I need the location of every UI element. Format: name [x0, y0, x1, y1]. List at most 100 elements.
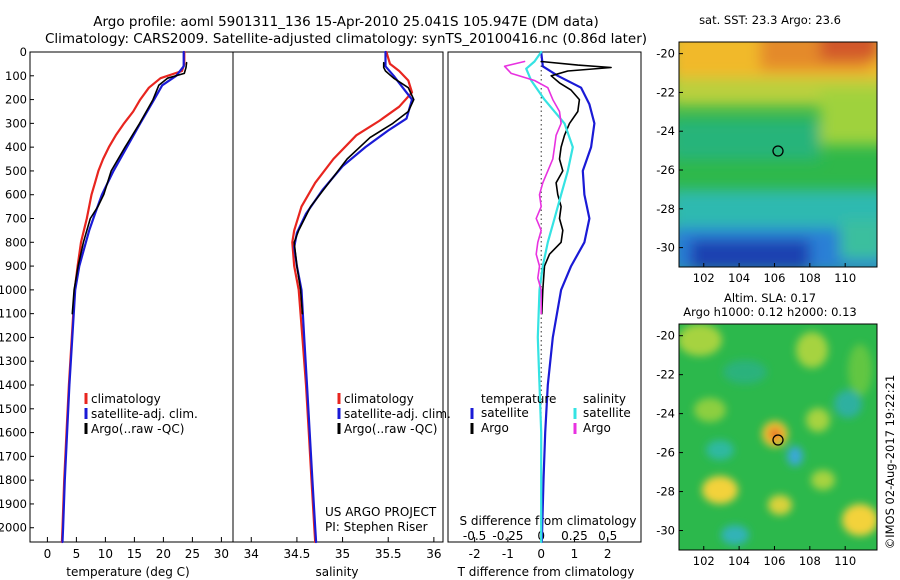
lon-tick-label: 106	[763, 554, 785, 568]
sla-argo-location-marker	[772, 434, 784, 446]
difference-temperature-argo-line	[540, 60, 612, 315]
sla-map-axes: 102 104 106 108 110 -20 -22 -24 -26 -28 -30	[656, 329, 856, 568]
sst-map-axes: 102 104 106 108 110 -20 -22 -24 -26 -28 -30	[656, 47, 856, 285]
t-difference-axis-label: T difference from climatology	[457, 565, 635, 579]
difference-panel-frame	[447, 51, 642, 543]
temperature-satellite-adj-clim--line	[61, 50, 185, 544]
x-tick-label: 35.5	[375, 547, 402, 561]
salinity-satellite-adj-clim--line	[293, 50, 414, 544]
difference-salinity-satellite-line	[525, 50, 574, 544]
credit-text: ©IMOS 02-Aug-2017 19:22:21	[883, 375, 897, 550]
legend-t-argo: Argo	[481, 421, 509, 435]
salinity-argo-raw-qc--line	[293, 61, 415, 315]
sst-argo-location-marker	[772, 145, 784, 157]
x-tick-label: 30	[214, 547, 229, 561]
depth-tick-label: 200	[5, 93, 27, 107]
lat-tick-label: -30	[656, 241, 675, 255]
x-tick-label: 1	[571, 547, 579, 561]
x-tick-label: 10	[98, 547, 113, 561]
sla-map	[679, 324, 877, 550]
x-tick-label: 20	[156, 547, 171, 561]
sst-map-title: sat. SST: 23.3 Argo: 23.6	[699, 13, 841, 27]
depth-tick-label: 1400	[0, 378, 27, 392]
lon-tick-label: 108	[799, 554, 821, 568]
depth-tick-label: 1600	[0, 426, 27, 440]
salinity-axis-label: salinity	[315, 565, 358, 579]
sst-map	[679, 42, 877, 267]
lat-tick-label: -28	[656, 485, 675, 499]
legend-argo: Argo(..raw -QC)	[91, 422, 184, 436]
depth-tick-label: 1900	[0, 497, 27, 511]
legend-s-satellite: satellite	[583, 406, 631, 420]
depth-tick-label: 300	[5, 116, 27, 130]
depth-tick-label: 900	[5, 259, 27, 273]
lat-tick-label: -20	[656, 329, 675, 343]
depth-tick-label: 500	[5, 164, 27, 178]
depth-tick-label: 700	[5, 212, 27, 226]
temperature-panel-frame	[29, 51, 234, 543]
salinity-legend: climatology satellite-adj. clim. Argo(..…	[337, 392, 451, 436]
sla-map-title: Altim. SLA: 0.17	[724, 291, 816, 305]
x-tick-label: 5	[73, 547, 81, 561]
s-difference-axis: -0.5 -0.25 0 0.25 0.5	[463, 529, 617, 543]
depth-tick-label: 1000	[0, 283, 27, 297]
depth-tick-label: 1800	[0, 473, 27, 487]
depth-axis: 0 100 200 300 400 500 600 700 800 900 1000 1100 1200…	[0, 45, 34, 535]
lon-tick-label: 106	[763, 271, 785, 285]
depth-tick-label: 1700	[0, 449, 27, 463]
difference-salinity-argo-line	[503, 60, 562, 315]
lon-tick-label: 102	[693, 554, 715, 568]
x-tick-label: 0	[537, 547, 545, 561]
depth-tick-label: 1300	[0, 354, 27, 368]
x-tick-label: -2	[469, 547, 481, 561]
legend-argo: Argo(..raw -QC)	[344, 422, 437, 436]
depth-tick-label: 0	[20, 45, 27, 59]
depth-tick-label: 100	[5, 69, 27, 83]
difference-temperature-satellite-line	[540, 50, 596, 544]
lon-tick-label: 110	[834, 554, 856, 568]
s-diff-tick-label: -0.5	[463, 529, 486, 543]
profile-lines	[60, 50, 612, 544]
title-line-1: Argo profile: aoml 5901311_136 15-Apr-20…	[93, 14, 599, 30]
sla-map-subtitle: Argo h1000: 0.12 h2000: 0.13	[683, 305, 856, 319]
lat-tick-label: -26	[656, 446, 675, 460]
depth-tick-label: 1500	[0, 402, 27, 416]
lat-tick-label: -28	[656, 202, 675, 216]
lon-tick-label: 102	[693, 271, 715, 285]
x-tick-label: 15	[127, 547, 142, 561]
temperature-legend: climatology satellite-adj. clim. Argo(..…	[84, 392, 198, 436]
salinity-panel-frame	[232, 51, 444, 543]
depth-tick-label: 1100	[0, 307, 27, 321]
x-tick-label: -1	[502, 547, 514, 561]
x-tick-label: 34	[244, 547, 259, 561]
lat-tick-label: -22	[656, 368, 675, 382]
temperature-x-axis: 0 5 10 15 20 25 30	[44, 537, 229, 561]
salinity-x-axis: 34 34.5 35 35.5 36	[244, 537, 442, 561]
legend-climatology: climatology	[344, 392, 414, 406]
lat-tick-label: -26	[656, 163, 675, 177]
lat-tick-label: -22	[656, 85, 675, 99]
x-tick-label: 35	[335, 547, 350, 561]
depth-tick-label: 400	[5, 140, 27, 154]
depth-tick-label: 2000	[0, 521, 27, 535]
x-tick-label: 25	[185, 547, 200, 561]
lat-tick-label: -30	[656, 524, 675, 538]
s-difference-axis-label: S difference from climatology	[460, 514, 637, 528]
lon-tick-label: 108	[799, 271, 821, 285]
difference-legend: temperature salinity satellite Argo sate…	[470, 392, 631, 435]
sst-map-frame	[678, 41, 878, 268]
lon-tick-label: 110	[834, 271, 856, 285]
depth-tick-label: 600	[5, 188, 27, 202]
temperature-axis-label: temperature (deg C)	[66, 565, 189, 579]
project-name: US ARGO PROJECT	[325, 505, 437, 519]
lat-tick-label: -24	[656, 407, 675, 421]
lon-tick-label: 104	[728, 271, 750, 285]
title-line-2: Climatology: CARS2009. Satellite-adjuste…	[45, 31, 647, 47]
legend-satellite-adj: satellite-adj. clim.	[91, 407, 198, 421]
legend-t-satellite: satellite	[481, 406, 529, 420]
legend-climatology: climatology	[91, 392, 161, 406]
lat-tick-label: -24	[656, 124, 675, 138]
legend-salinity-title: salinity	[583, 392, 626, 406]
legend-satellite-adj: satellite-adj. clim.	[344, 407, 451, 421]
